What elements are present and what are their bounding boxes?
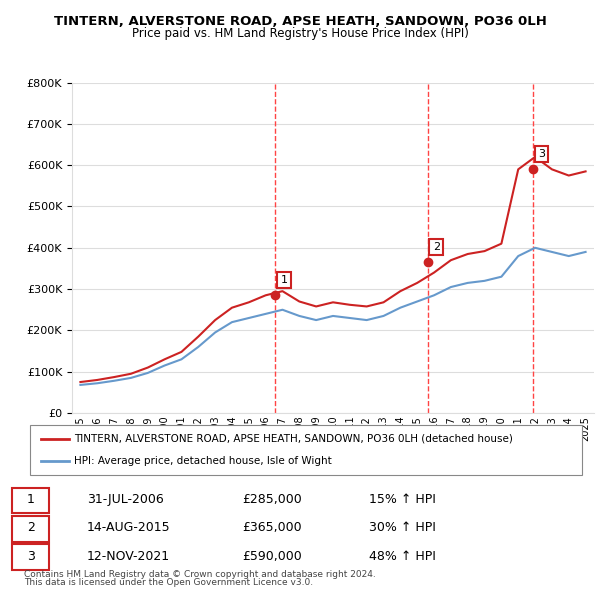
Text: 14-AUG-2015: 14-AUG-2015: [87, 522, 170, 535]
Text: 1: 1: [27, 493, 35, 506]
Text: £285,000: £285,000: [242, 493, 302, 506]
Text: This data is licensed under the Open Government Licence v3.0.: This data is licensed under the Open Gov…: [24, 578, 313, 587]
Text: 12-NOV-2021: 12-NOV-2021: [87, 550, 170, 563]
Text: £590,000: £590,000: [242, 550, 302, 563]
Text: HPI: Average price, detached house, Isle of Wight: HPI: Average price, detached house, Isle…: [74, 456, 332, 466]
Text: 15% ↑ HPI: 15% ↑ HPI: [369, 493, 436, 506]
Text: TINTERN, ALVERSTONE ROAD, APSE HEATH, SANDOWN, PO36 0LH (detached house): TINTERN, ALVERSTONE ROAD, APSE HEATH, SA…: [74, 434, 513, 444]
Text: 2: 2: [27, 522, 35, 535]
Text: 48% ↑ HPI: 48% ↑ HPI: [369, 550, 436, 563]
FancyBboxPatch shape: [30, 425, 582, 475]
FancyBboxPatch shape: [12, 488, 49, 513]
Text: 2: 2: [433, 242, 440, 252]
Text: Contains HM Land Registry data © Crown copyright and database right 2024.: Contains HM Land Registry data © Crown c…: [24, 570, 376, 579]
FancyBboxPatch shape: [12, 544, 49, 570]
Text: 31-JUL-2006: 31-JUL-2006: [87, 493, 164, 506]
FancyBboxPatch shape: [12, 516, 49, 542]
Text: 3: 3: [27, 550, 35, 563]
Text: £365,000: £365,000: [242, 522, 302, 535]
Text: Price paid vs. HM Land Registry's House Price Index (HPI): Price paid vs. HM Land Registry's House …: [131, 27, 469, 40]
Text: TINTERN, ALVERSTONE ROAD, APSE HEATH, SANDOWN, PO36 0LH: TINTERN, ALVERSTONE ROAD, APSE HEATH, SA…: [53, 15, 547, 28]
Text: 30% ↑ HPI: 30% ↑ HPI: [369, 522, 436, 535]
Text: 3: 3: [538, 149, 545, 159]
Text: 1: 1: [280, 275, 287, 285]
